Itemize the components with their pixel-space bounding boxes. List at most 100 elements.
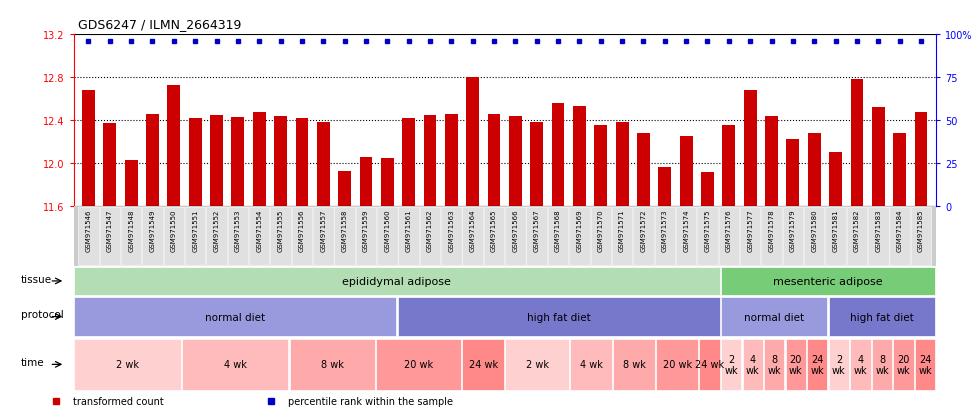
Text: 2 wk: 2 wk xyxy=(525,359,549,370)
Bar xyxy=(402,119,416,206)
Text: 24 wk: 24 wk xyxy=(695,359,724,370)
Bar xyxy=(676,207,697,266)
Text: protocol: protocol xyxy=(21,310,64,320)
Bar xyxy=(783,207,804,266)
Bar xyxy=(419,207,440,266)
Bar xyxy=(74,297,396,336)
Text: GSM971575: GSM971575 xyxy=(705,209,710,251)
Bar xyxy=(890,207,909,266)
Text: GSM971546: GSM971546 xyxy=(85,209,91,251)
Bar xyxy=(292,207,313,266)
Bar xyxy=(893,134,907,206)
Bar xyxy=(697,207,717,266)
Bar xyxy=(509,116,521,206)
Text: GSM971547: GSM971547 xyxy=(107,209,113,251)
Bar xyxy=(210,116,222,206)
Text: GSM971561: GSM971561 xyxy=(406,209,412,252)
Bar xyxy=(659,168,671,206)
Text: 8
wk: 8 wk xyxy=(875,354,889,375)
Bar xyxy=(594,126,608,206)
Text: GSM971572: GSM971572 xyxy=(641,209,647,251)
Text: GSM971557: GSM971557 xyxy=(320,209,326,251)
Bar xyxy=(423,116,436,206)
Bar xyxy=(121,207,141,266)
Text: 4
wk: 4 wk xyxy=(746,354,760,375)
Text: normal diet: normal diet xyxy=(744,312,805,322)
Bar xyxy=(317,123,329,206)
Bar xyxy=(124,160,137,206)
Bar xyxy=(398,297,719,336)
Bar xyxy=(231,118,244,206)
Text: GSM971577: GSM971577 xyxy=(747,209,754,252)
Text: GSM971573: GSM971573 xyxy=(662,209,667,252)
Bar xyxy=(615,123,628,206)
Text: GSM971548: GSM971548 xyxy=(128,209,134,251)
Bar xyxy=(100,207,120,266)
Text: 24
wk: 24 wk xyxy=(918,354,932,375)
Text: time: time xyxy=(21,357,44,367)
Text: GSM971566: GSM971566 xyxy=(513,209,518,252)
Text: mesenteric adipose: mesenteric adipose xyxy=(773,276,883,286)
Text: GSM971550: GSM971550 xyxy=(171,209,176,251)
Bar xyxy=(570,339,612,390)
Bar xyxy=(718,207,739,266)
Bar xyxy=(466,78,479,206)
Text: 20
wk: 20 wk xyxy=(789,354,803,375)
Bar xyxy=(360,157,372,206)
Bar xyxy=(505,207,525,266)
Bar xyxy=(206,207,226,266)
Bar xyxy=(506,339,568,390)
Bar xyxy=(591,207,611,266)
Bar xyxy=(761,207,782,266)
Bar xyxy=(743,339,762,390)
Text: GSM971568: GSM971568 xyxy=(555,209,562,252)
Bar xyxy=(700,339,719,390)
Text: GSM971569: GSM971569 xyxy=(576,209,582,252)
Bar xyxy=(721,267,935,295)
Bar xyxy=(872,339,892,390)
Bar xyxy=(612,207,632,266)
Bar xyxy=(894,339,913,390)
Bar xyxy=(270,207,291,266)
Bar xyxy=(655,207,675,266)
Bar xyxy=(249,207,270,266)
Text: GSM971567: GSM971567 xyxy=(534,209,540,252)
Text: tissue: tissue xyxy=(21,275,52,285)
Bar xyxy=(488,114,501,206)
Text: 24 wk: 24 wk xyxy=(468,359,498,370)
Bar xyxy=(637,134,650,206)
Bar xyxy=(569,207,590,266)
Bar xyxy=(808,339,827,390)
Bar xyxy=(721,339,741,390)
Bar xyxy=(484,207,505,266)
Bar xyxy=(377,207,398,266)
Text: GSM971582: GSM971582 xyxy=(854,209,859,251)
Bar xyxy=(189,119,202,206)
Bar xyxy=(313,207,333,266)
Bar xyxy=(82,91,95,206)
Bar xyxy=(829,297,935,336)
Text: GSM971552: GSM971552 xyxy=(214,209,220,251)
Text: high fat diet: high fat diet xyxy=(850,312,914,322)
Text: GSM971563: GSM971563 xyxy=(448,209,455,252)
Text: 8 wk: 8 wk xyxy=(320,359,344,370)
Text: high fat diet: high fat diet xyxy=(526,312,591,322)
Bar xyxy=(915,339,935,390)
Bar xyxy=(764,339,784,390)
Text: GSM971559: GSM971559 xyxy=(363,209,368,251)
Text: GSM971584: GSM971584 xyxy=(897,209,903,251)
Bar xyxy=(441,207,462,266)
Text: GSM971579: GSM971579 xyxy=(790,209,796,252)
Text: 8
wk: 8 wk xyxy=(767,354,781,375)
Bar xyxy=(338,171,351,206)
Bar xyxy=(78,207,99,266)
Text: GSM971580: GSM971580 xyxy=(811,209,817,252)
Bar xyxy=(786,339,806,390)
Bar xyxy=(399,207,418,266)
Text: 20 wk: 20 wk xyxy=(404,359,433,370)
Bar xyxy=(74,267,719,295)
Bar xyxy=(463,207,483,266)
Bar xyxy=(530,123,543,206)
Bar xyxy=(548,207,568,266)
Bar xyxy=(851,339,870,390)
